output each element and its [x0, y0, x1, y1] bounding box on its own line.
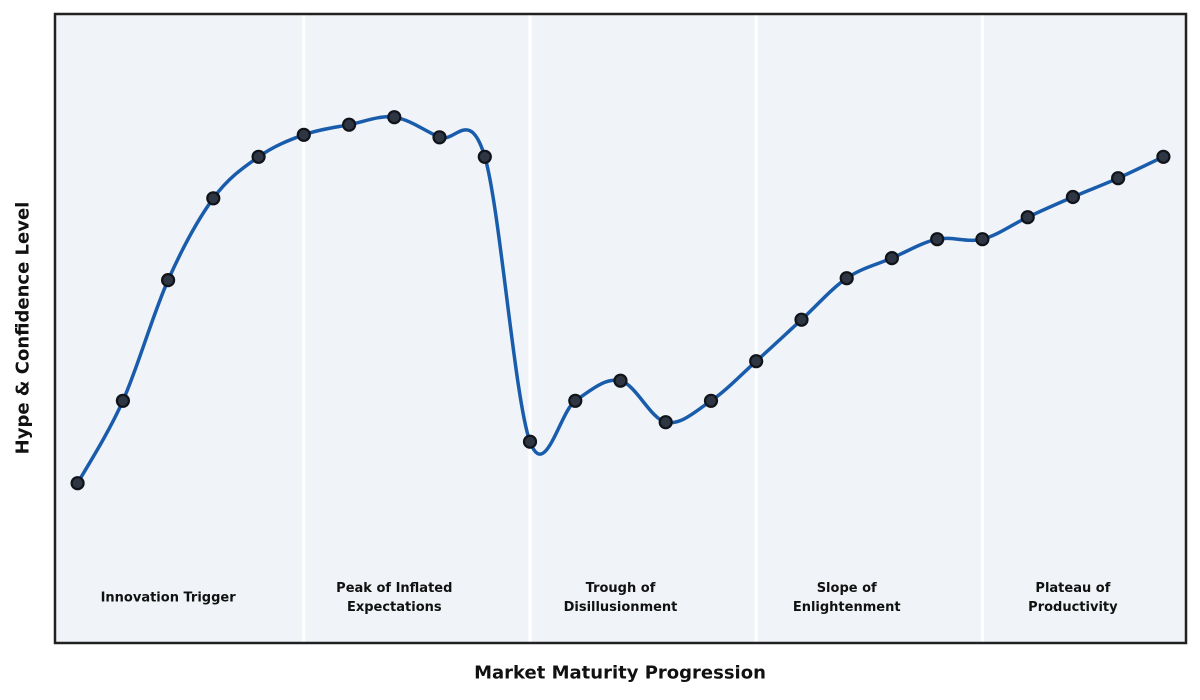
data-point-marker	[161, 273, 176, 288]
data-point-marker	[658, 415, 673, 430]
data-point-marker	[930, 232, 945, 247]
plot-frame	[53, 12, 1188, 645]
data-point-marker	[884, 251, 900, 266]
data-point-marker	[70, 476, 85, 491]
data-point-marker	[749, 354, 764, 369]
data-point-marker	[206, 191, 221, 206]
data-point-marker	[839, 271, 854, 286]
data-point-marker	[568, 393, 583, 408]
y-axis-label: Hype & Confidence Level	[12, 201, 34, 455]
phase-label-plateau-of-productivity: Plateau of Productivity	[1028, 581, 1118, 615]
data-point-marker	[1020, 210, 1035, 225]
phase-label-innovation-trigger: Innovation Trigger	[101, 591, 237, 606]
phase-label-peak-of-inflated-expectations: Peak of Inflated Expectations	[336, 581, 452, 615]
data-point-marker	[975, 232, 990, 247]
data-point-marker	[477, 149, 492, 164]
plot-area	[55, 14, 1186, 643]
phase-label-slope-of-enlightenment: Slope of Enlightenment	[793, 581, 901, 615]
phase-label-trough-of-disillusionment: Trough of Disillusionment	[564, 581, 678, 615]
data-point-marker	[387, 110, 402, 125]
data-point-marker	[296, 127, 311, 142]
data-point-marker	[115, 393, 131, 408]
data-point-marker	[522, 434, 538, 449]
data-point-marker	[703, 393, 719, 408]
data-point-marker	[342, 117, 357, 132]
data-point-marker	[432, 130, 447, 145]
data-point-marker	[1065, 189, 1081, 205]
data-point-marker	[1156, 149, 1171, 164]
data-point-marker	[251, 149, 266, 164]
x-axis-label: Market Maturity Progression	[474, 662, 766, 684]
data-point-marker	[1110, 171, 1126, 186]
data-point-marker	[613, 373, 628, 388]
data-point-marker	[794, 312, 809, 327]
